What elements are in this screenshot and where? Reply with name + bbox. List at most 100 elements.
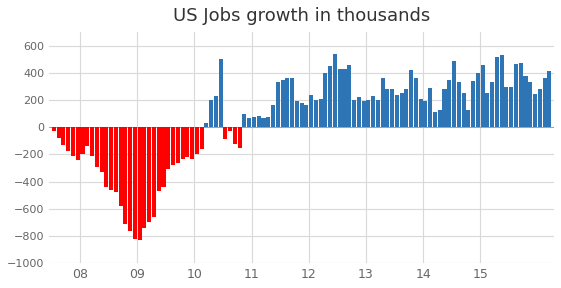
Title: US Jobs growth in thousands: US Jobs growth in thousands [173,7,430,25]
Bar [266,117,270,127]
Bar [185,127,189,157]
Bar [261,118,265,127]
Bar [438,110,442,127]
Bar [295,101,299,127]
Bar [500,55,504,127]
Bar [247,118,251,127]
Bar [319,99,323,127]
Bar [233,127,237,143]
Bar [481,65,485,127]
Bar [419,99,423,127]
Bar [223,127,227,139]
Bar [333,54,337,127]
Bar [485,93,489,127]
Bar [323,73,328,127]
Bar [190,127,194,158]
Bar [371,96,375,127]
Bar [85,127,89,146]
Bar [533,94,537,127]
Bar [385,89,389,127]
Bar [414,78,418,127]
Bar [395,94,399,127]
Bar [118,127,123,206]
Bar [137,127,142,240]
Bar [238,127,242,148]
Bar [514,64,518,127]
Bar [495,56,499,127]
Bar [142,127,146,228]
Bar [95,127,99,167]
Bar [352,100,356,127]
Bar [152,127,156,217]
Bar [314,100,318,127]
Bar [342,69,347,127]
Bar [404,89,408,127]
Bar [366,100,370,127]
Bar [361,101,366,127]
Bar [214,96,218,127]
Bar [290,78,294,127]
Bar [271,105,275,127]
Bar [114,127,118,192]
Bar [538,89,542,127]
Bar [57,127,61,138]
Bar [380,78,385,127]
Bar [447,80,451,127]
Bar [523,76,527,127]
Bar [128,127,132,231]
Bar [490,82,494,127]
Bar [181,127,185,158]
Bar [390,89,394,127]
Bar [424,101,427,127]
Bar [519,63,523,127]
Bar [62,127,66,145]
Bar [357,97,361,127]
Bar [157,127,161,191]
Bar [300,103,304,127]
Bar [443,89,447,127]
Bar [209,100,213,127]
Bar [162,127,165,187]
Bar [476,73,480,127]
Bar [338,69,342,127]
Bar [280,80,284,127]
Bar [548,71,551,127]
Bar [171,127,175,165]
Bar [104,127,108,187]
Bar [471,81,475,127]
Bar [257,116,261,127]
Bar [399,93,404,127]
Bar [376,100,380,127]
Bar [71,127,75,156]
Bar [309,94,313,127]
Bar [428,88,432,127]
Bar [195,127,199,154]
Bar [99,127,104,172]
Bar [52,127,56,131]
Bar [276,82,280,127]
Bar [123,127,127,224]
Bar [286,78,289,127]
Bar [457,82,461,127]
Bar [109,127,113,190]
Bar [147,127,151,222]
Bar [228,127,232,131]
Bar [305,105,309,127]
Bar [509,87,513,127]
Bar [452,60,456,127]
Bar [328,66,332,127]
Bar [66,127,70,151]
Bar [347,65,351,127]
Bar [433,112,437,127]
Bar [528,82,532,127]
Bar [133,127,137,239]
Bar [542,78,546,127]
Bar [200,127,204,149]
Bar [90,127,94,156]
Bar [176,127,180,163]
Bar [242,114,246,127]
Bar [204,123,208,127]
Bar [462,93,466,127]
Bar [219,59,223,127]
Bar [252,117,256,127]
